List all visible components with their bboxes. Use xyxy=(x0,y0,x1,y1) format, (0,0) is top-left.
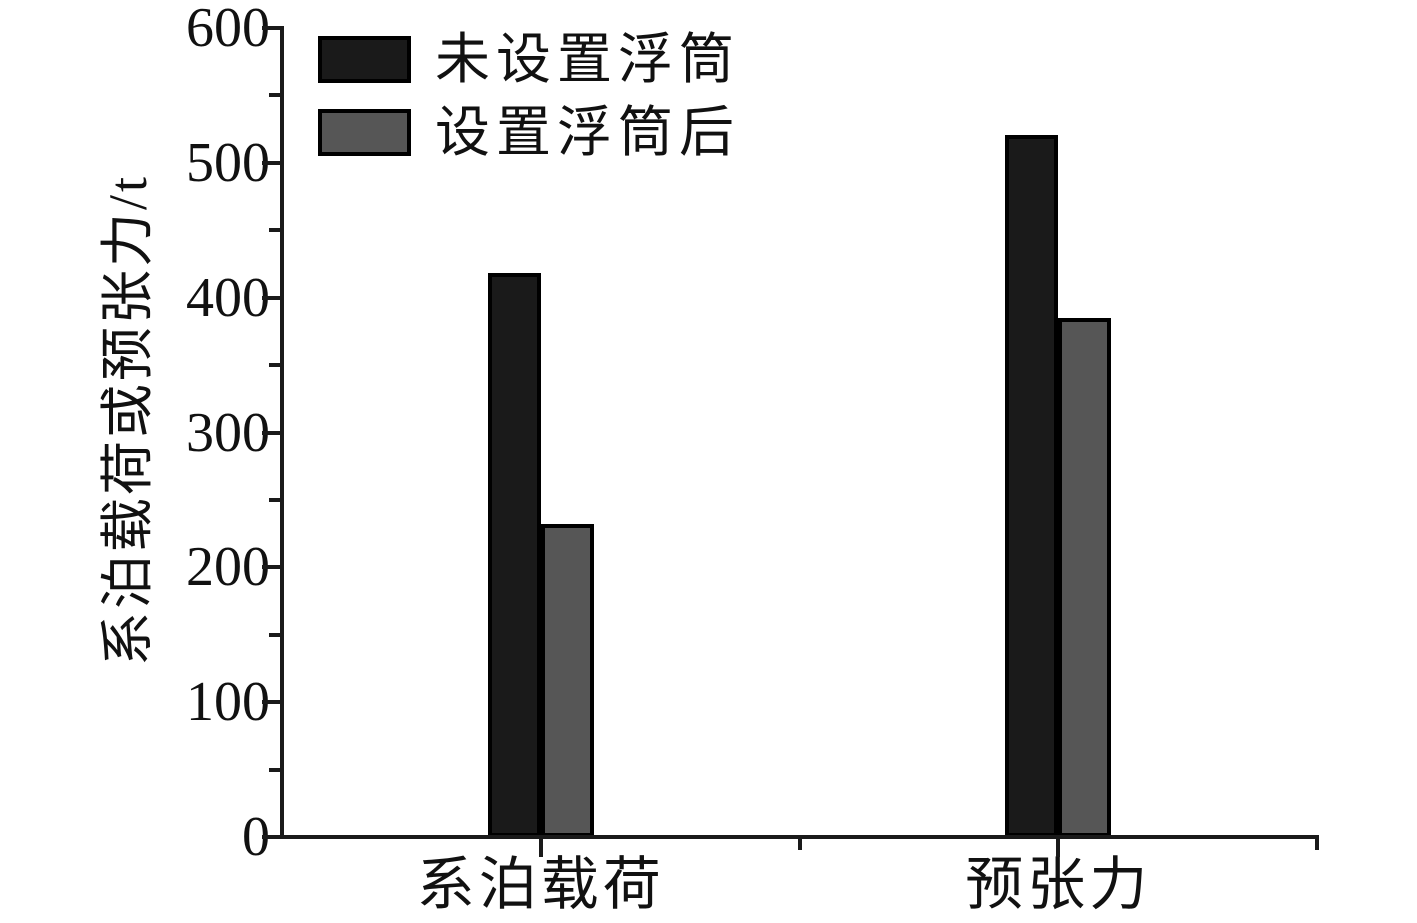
y-major-tick xyxy=(262,430,280,435)
y-tick-label: 300 xyxy=(186,401,270,464)
y-minor-tick xyxy=(269,632,280,637)
y-tick-label: 400 xyxy=(186,266,270,329)
legend-swatch-no-buoy xyxy=(318,36,411,83)
x-tick-label-pretension: 预张力 xyxy=(965,852,1152,917)
legend: 未设置浮筒 设置浮筒后 xyxy=(318,32,740,182)
y-major-tick xyxy=(262,565,280,570)
legend-item-series-1: 未设置浮筒 xyxy=(318,32,740,87)
y-tick-label: 600 xyxy=(186,0,270,59)
legend-swatch-with-buoy xyxy=(318,109,411,156)
x-axis-line xyxy=(280,835,1319,839)
y-tick-label: 500 xyxy=(186,131,270,194)
bar-设置浮筒后-预张力 xyxy=(1058,317,1112,837)
y-tick-label: 200 xyxy=(186,536,270,599)
legend-label-no-buoy: 未设置浮筒 xyxy=(435,29,741,90)
y-tick-label: 0 xyxy=(242,806,270,868)
x-minor-tick xyxy=(797,839,802,850)
legend-label-with-buoy: 设置浮筒后 xyxy=(435,102,741,163)
y-minor-tick xyxy=(269,497,280,502)
y-major-tick xyxy=(262,295,280,300)
y-axis-line xyxy=(280,26,284,839)
y-minor-tick xyxy=(269,363,280,368)
y-major-tick xyxy=(262,26,280,30)
y-major-tick xyxy=(262,700,280,705)
y-minor-tick xyxy=(269,228,280,233)
bar-未设置浮筒-系泊载荷 xyxy=(487,273,541,837)
y-minor-tick xyxy=(269,93,280,98)
x-minor-tick xyxy=(1315,839,1319,850)
y-minor-tick xyxy=(269,767,280,772)
bar-设置浮筒后-系泊载荷 xyxy=(540,524,594,837)
x-major-tick xyxy=(1056,839,1061,857)
y-major-tick xyxy=(262,160,280,165)
legend-item-series-2: 设置浮筒后 xyxy=(318,105,740,160)
bar-未设置浮筒-预张力 xyxy=(1005,134,1059,837)
y-major-tick xyxy=(262,835,280,839)
y-tick-label: 100 xyxy=(186,671,270,734)
x-tick-label-mooring-load: 系泊载荷 xyxy=(416,852,665,917)
x-major-tick xyxy=(538,839,543,857)
